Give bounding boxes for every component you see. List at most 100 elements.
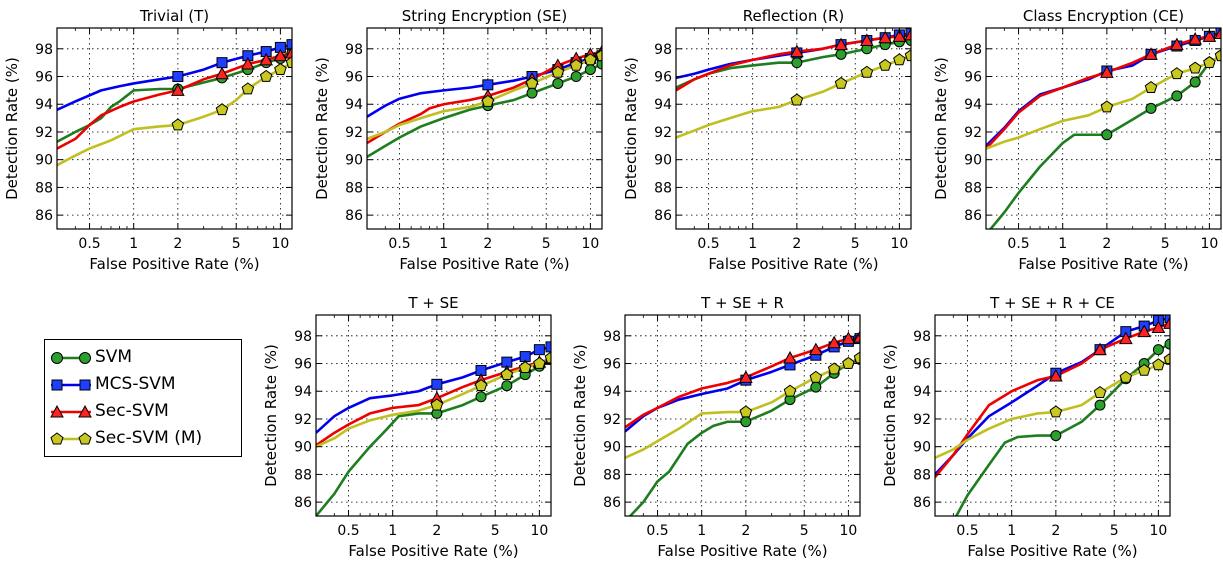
legend-entry-sec-svm: Sec-SVM: [45, 400, 241, 424]
data-point: [482, 79, 494, 91]
x-tick-label: 5: [1161, 236, 1170, 252]
data-point: [1137, 324, 1152, 338]
y-tick-label: 86: [345, 208, 363, 224]
data-point: [1151, 320, 1166, 333]
data-point: [215, 66, 229, 80]
x-axis-label: False Positive Rate (%): [399, 255, 569, 273]
y-tick-label: 92: [964, 125, 982, 141]
data-point: [274, 62, 287, 75]
x-tick-label: 0.5: [78, 236, 100, 252]
data-point: [1145, 102, 1157, 114]
data-point: [286, 39, 292, 51]
x-tick-label: 5: [542, 236, 551, 252]
chart-title: T + SE: [407, 294, 458, 312]
data-point: [810, 381, 822, 393]
x-tick-label: 5: [851, 236, 860, 252]
data-point: [809, 342, 823, 356]
data-point: [216, 57, 228, 69]
y-tick-label: 92: [654, 125, 672, 141]
y-tick-label: 92: [913, 412, 931, 428]
legend-label: Sec-SVM (M): [95, 428, 203, 448]
x-tick-label: 0.5: [337, 523, 359, 539]
legend-label: MCS-SVM: [95, 374, 176, 394]
x-tick-label: 10: [581, 236, 599, 252]
data-point: [500, 367, 514, 380]
x-tick-label: 1: [439, 236, 448, 252]
chart-panel: 0.5 1 2 5 10 86 88 90 92 94 96 98 T + SE False Positi…: [262, 294, 552, 560]
y-tick-label: 94: [35, 97, 53, 113]
y-tick-label: 98: [603, 329, 621, 345]
x-tick-label: 10: [1200, 236, 1218, 252]
data-point: [1152, 358, 1165, 371]
y-tick-label: 96: [35, 70, 53, 86]
data-point: [241, 82, 255, 95]
y-tick-label: 88: [913, 467, 931, 483]
data-point: [904, 28, 911, 41]
data-point: [552, 77, 564, 89]
y-tick-label: 98: [35, 42, 53, 58]
y-tick-label: 94: [294, 384, 312, 400]
data-point: [259, 69, 273, 82]
chart-title: Trivial (T): [139, 7, 209, 25]
legend-swatch-sec-svm: [50, 404, 92, 418]
y-tick-label: 98: [964, 42, 982, 58]
y-tick-label: 96: [603, 357, 621, 373]
data-point: [1189, 76, 1201, 88]
data-point: [1164, 338, 1170, 350]
x-tick-label: 2: [483, 236, 492, 252]
x-tick-label: 2: [741, 523, 750, 539]
series-line-mcs-svm: [316, 345, 551, 434]
data-point: [544, 351, 551, 364]
y-tick-label: 94: [345, 97, 363, 113]
data-point: [285, 45, 292, 59]
plot-frame: [56, 27, 293, 230]
chart-title: Reflection (R): [743, 7, 845, 25]
plot-frame: [985, 27, 1222, 230]
series-group: [935, 315, 1170, 516]
data-point: [739, 405, 753, 418]
x-axis-label: False Positive Rate (%): [89, 255, 259, 273]
data-point: [904, 49, 911, 62]
data-point: [533, 344, 545, 356]
chart-title: T + SE + R + CE: [989, 294, 1115, 312]
data-point: [739, 370, 753, 383]
series-group: [367, 44, 602, 159]
x-tick-label: 0.5: [388, 236, 410, 252]
y-tick-label: 88: [345, 180, 363, 196]
data-point: [584, 53, 597, 66]
y-tick-label: 92: [294, 412, 312, 428]
data-point: [569, 58, 583, 71]
data-point: [783, 384, 797, 397]
x-tick-label: 0.5: [697, 236, 719, 252]
chart-title: Class Encryption (CE): [1023, 7, 1184, 25]
x-tick-label: 0.5: [1007, 236, 1029, 252]
y-tick-label: 90: [913, 440, 931, 456]
chart-panel: 0.5 1 2 5 10 86 88 90 92 94 96 98 Reflection (R) Fals…: [622, 7, 912, 273]
chart-panel: 0.5 1 2 5 10 86 88 90 92 94 96 98 T + SE + R + CE Fal…: [881, 294, 1171, 560]
legend-label: Sec-SVM: [95, 401, 169, 421]
data-point: [1202, 29, 1217, 42]
data-point: [430, 398, 444, 411]
y-tick-label: 90: [294, 440, 312, 456]
data-point: [860, 65, 874, 78]
series-group: [986, 28, 1221, 229]
y-tick-label: 94: [654, 97, 672, 113]
data-point: [595, 49, 602, 62]
data-point: [518, 361, 532, 374]
data-point: [1119, 370, 1133, 383]
data-point: [570, 71, 582, 83]
data-point: [878, 58, 892, 71]
y-tick-label: 92: [35, 125, 53, 141]
data-point: [1049, 405, 1063, 418]
series-line-mcs-svm: [935, 316, 1170, 476]
data-point: [1163, 352, 1170, 365]
y-tick-label: 98: [345, 42, 363, 58]
legend-label: SVM: [95, 347, 133, 367]
y-axis-label: Detection Rate (%): [3, 57, 21, 200]
data-point: [1049, 368, 1063, 382]
data-point: [172, 71, 184, 83]
y-tick-label: 94: [603, 384, 621, 400]
x-axis-label: False Positive Rate (%): [1018, 255, 1188, 273]
data-point: [501, 380, 513, 392]
series-group: [316, 341, 551, 516]
